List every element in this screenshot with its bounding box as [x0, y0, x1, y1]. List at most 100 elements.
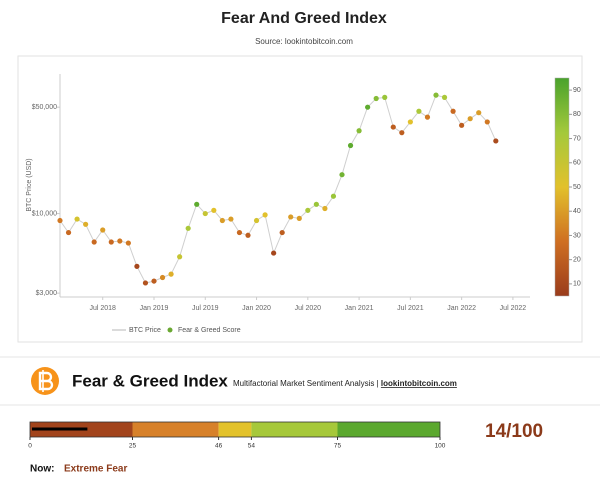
- score-point: [279, 229, 285, 236]
- score-point: [356, 128, 362, 134]
- score-point: [459, 122, 465, 128]
- score-point: [219, 217, 225, 224]
- gauge-tick-label: 100: [435, 443, 446, 450]
- score-point: [330, 193, 337, 199]
- score-point: [373, 95, 379, 102]
- legend-label: BTC Price: [129, 327, 161, 334]
- x-tick-label: Jul 2018: [89, 305, 116, 312]
- gauge-band: [132, 422, 219, 437]
- score-point: [91, 239, 97, 245]
- x-tick-label: Jul 2021: [397, 305, 424, 312]
- score-point: [476, 110, 482, 116]
- colorbar-tick-label: 60: [573, 160, 581, 167]
- score-point: [228, 216, 234, 222]
- x-tick-label: Jul 2020: [295, 305, 322, 312]
- score-point: [305, 207, 311, 213]
- score-point: [407, 119, 413, 125]
- score-point: [493, 138, 499, 144]
- gauge-tick-label: 0: [28, 443, 32, 450]
- score-point: [151, 278, 157, 284]
- score-point: [168, 271, 174, 277]
- y-tick-label: $10,000: [32, 210, 57, 217]
- tagline: Multifactorial Market Sentiment Analysis…: [233, 379, 381, 388]
- score-point: [313, 201, 319, 207]
- score-point: [245, 232, 251, 238]
- score-point: [253, 217, 260, 224]
- score-point: [159, 274, 166, 281]
- score-point: [74, 216, 80, 222]
- score-point: [467, 116, 473, 122]
- gauge-band: [337, 422, 440, 437]
- colorbar: [554, 77, 570, 297]
- gauge-tick-label: 25: [129, 443, 137, 450]
- score-point: [416, 108, 422, 114]
- x-tick-label: Jan 2019: [140, 305, 169, 312]
- score-point: [433, 92, 439, 98]
- x-tick-label: Jul 2019: [192, 305, 219, 312]
- gauge-tick-label: 75: [334, 443, 342, 450]
- score-point: [296, 215, 302, 221]
- now-label: Now:: [30, 464, 54, 475]
- panel-tagline: Multifactorial Market Sentiment Analysis…: [233, 379, 457, 388]
- score-point: [339, 172, 345, 178]
- score-point: [347, 142, 354, 149]
- score-point: [382, 94, 388, 100]
- score-point: [236, 229, 243, 236]
- score-point: [134, 263, 140, 269]
- price-line: [59, 94, 497, 284]
- gauge-band: [251, 422, 338, 437]
- score-point: [484, 119, 490, 125]
- score-point: [211, 207, 217, 213]
- score-point: [194, 201, 200, 207]
- colorbar-tick-label: 80: [573, 111, 581, 118]
- score-point: [177, 254, 183, 260]
- now-value: Extreme Fear: [64, 464, 127, 475]
- colorbar-tick-label: 70: [573, 135, 581, 142]
- gauge-frame: [29, 421, 441, 438]
- score-point: [399, 130, 405, 136]
- score-point: [441, 94, 448, 100]
- colorbar-tick-label: 30: [573, 232, 581, 239]
- gauge-band: [218, 422, 252, 437]
- panel-title: Fear & Greed Index: [72, 371, 228, 390]
- colorbar-tick-label: 10: [573, 281, 581, 288]
- score-point: [322, 205, 328, 212]
- score-point: [450, 108, 456, 114]
- x-tick-label: Jan 2020: [242, 305, 271, 312]
- score-point: [117, 238, 123, 244]
- gauge-tick-label: 54: [248, 443, 256, 450]
- colorbar-tick-label: 90: [573, 87, 581, 94]
- chart-subtitle: Source: lookintobitcoin.com: [255, 37, 353, 46]
- gauge-tick-label: 46: [215, 443, 223, 450]
- chart-title: Fear And Greed Index: [221, 10, 387, 27]
- chart-frame: [17, 55, 583, 343]
- score-point: [202, 210, 208, 217]
- y-tick-label: $3,000: [36, 290, 58, 297]
- score-point: [65, 229, 72, 236]
- x-tick-label: Jul 2022: [500, 305, 527, 312]
- legend-dot: [167, 327, 173, 333]
- score-point: [262, 212, 268, 218]
- colorbar-tick-label: 20: [573, 257, 581, 264]
- y-axis-label: BTC Price (USD): [26, 158, 33, 211]
- bitcoin-icon: [31, 367, 59, 395]
- score-point: [125, 240, 131, 246]
- gauge-value-label: 14/100: [485, 421, 543, 442]
- score-point: [100, 227, 106, 233]
- score-point: [83, 221, 89, 227]
- score-point: [365, 104, 371, 110]
- score-point: [288, 214, 294, 220]
- panel-link[interactable]: lookintobitcoin.com: [381, 379, 457, 388]
- score-point: [57, 217, 63, 224]
- colorbar-tick-label: 50: [573, 184, 581, 191]
- x-tick-label: Jan 2021: [345, 305, 374, 312]
- x-tick-label: Jan 2022: [447, 305, 476, 312]
- colorbar-tick-label: 40: [573, 208, 581, 215]
- score-point: [424, 114, 431, 120]
- score-point: [390, 124, 396, 130]
- legend-label: Fear & Greed Score: [178, 327, 241, 334]
- score-point: [271, 250, 277, 256]
- score-point: [142, 280, 149, 286]
- score-point: [108, 239, 114, 245]
